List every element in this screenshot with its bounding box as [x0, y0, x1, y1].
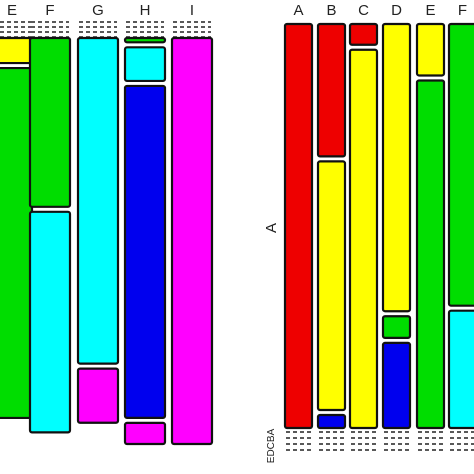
- column-label-a: A: [293, 2, 303, 19]
- mosaic-cell-h-i: [123, 421, 167, 446]
- mosaic-cell-b-b: [316, 160, 347, 412]
- mosaic-cell-e-c: [415, 79, 446, 430]
- mosaic-cell-h-f: [123, 36, 167, 44]
- mosaic-cell-h-h: [123, 84, 167, 419]
- mosaic-cell-e-f: [0, 66, 34, 420]
- mosaic-cell-c-a: [348, 22, 379, 46]
- mosaic-cell-d-b: [381, 22, 412, 313]
- column-label-e: E: [7, 2, 17, 19]
- column-label-e: E: [425, 2, 435, 19]
- column-label-i: I: [190, 2, 194, 19]
- mosaic-cell-e-e: [0, 36, 34, 65]
- mosaic-cell-g-g: [76, 36, 120, 365]
- mosaic-cell-i-i: [170, 36, 214, 446]
- mosaic-cell-d-c: [381, 315, 412, 339]
- column-label-d: D: [391, 2, 402, 19]
- mosaic-cell-f-g: [28, 210, 72, 434]
- column-label-f: F: [458, 2, 467, 19]
- mosaic-cell-b-d: [316, 413, 347, 430]
- mosaic-cell-f-c: [447, 22, 474, 307]
- mosaic-cell-g-h: [76, 367, 120, 424]
- column-label-b: B: [326, 2, 336, 19]
- column-label-g: G: [92, 2, 104, 19]
- mosaic-cell-e-b: [415, 22, 446, 77]
- mosaic-cell-f-f: [28, 36, 72, 208]
- column-label-h: H: [140, 2, 151, 19]
- mosaic-cell-f-d: [447, 309, 474, 430]
- column-label-f: F: [45, 2, 54, 19]
- mosaic-cell-a-a: [283, 22, 314, 430]
- mosaic-cell-h-g: [123, 46, 167, 83]
- column-label-c: C: [358, 2, 369, 19]
- mosaic-cell-c-b: [348, 48, 379, 430]
- mosaic-cell-d-d: [381, 341, 412, 430]
- y-tick-labels: EDCBA: [266, 428, 277, 463]
- y-axis-label: A: [263, 223, 280, 233]
- mosaic-cell-b-a: [316, 22, 347, 158]
